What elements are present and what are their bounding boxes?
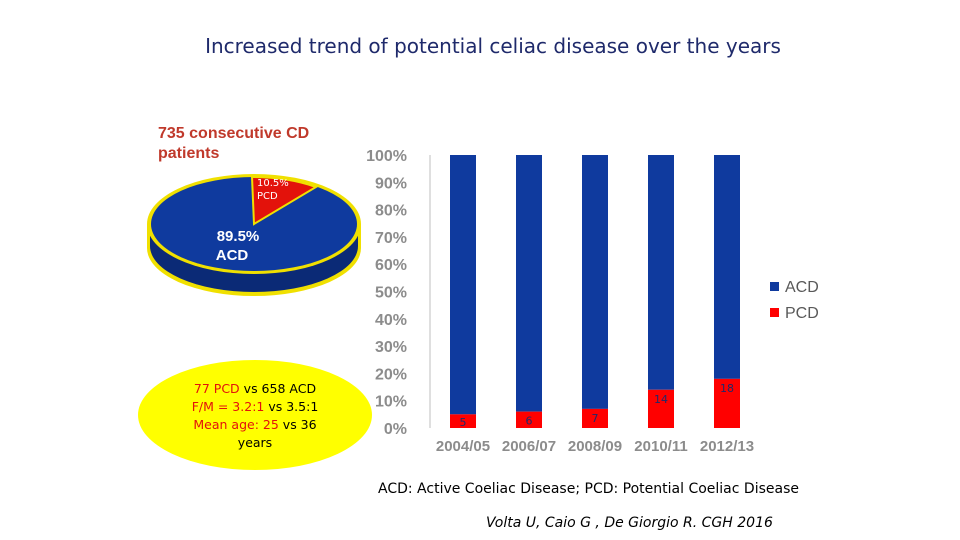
y-tick-label: 10%: [375, 394, 407, 411]
caption: ACD: Active Coeliac Disease; PCD: Potent…: [378, 481, 799, 497]
y-tick-label: 30%: [375, 339, 407, 356]
legend-label-acd: ACD: [785, 279, 819, 296]
pie-pcd-label-2: PCD: [257, 191, 278, 202]
stats-line-1: 77 PCD vs 658 ACD: [140, 380, 370, 398]
stats-pcd-count: 77 PCD: [193, 381, 240, 396]
x-tick-label: 2008/09: [568, 438, 622, 455]
stats-line-4: years: [237, 435, 273, 450]
slide-title: Increased trend of potential celiac dise…: [205, 34, 781, 58]
bar-pcd: [516, 411, 542, 428]
y-tick-label: 50%: [375, 285, 407, 302]
pie-chart: 10.5% PCD 89.5% ACD: [147, 174, 361, 296]
y-tick-label: 70%: [375, 230, 407, 247]
bar-data-label: 14: [654, 393, 668, 406]
bar-acd: [714, 155, 740, 379]
stats-line-3: Mean age: 25 vs 36: [140, 416, 370, 434]
y-tick-label: 100%: [366, 148, 407, 165]
y-tick-label: 20%: [375, 366, 407, 383]
bar-data-label: 5: [460, 416, 467, 429]
x-tick-label: 2010/11: [634, 438, 687, 455]
bar-acd: [648, 155, 674, 390]
bar-data-label: 7: [592, 412, 599, 425]
bar-acd: [450, 155, 476, 415]
stats-acd-ratio: vs 3.5:1: [268, 399, 319, 414]
pie-acd-label-2: ACD: [216, 247, 249, 264]
bar-pcd: [582, 408, 608, 428]
stats-line-2: F/M = 3.2:1 vs 3.5:1: [140, 398, 370, 416]
stats-box: 77 PCD vs 658 ACD F/M = 3.2:1 vs 3.5:1 M…: [140, 380, 370, 452]
x-tick-label: 2012/13: [700, 438, 754, 455]
y-tick-label: 40%: [375, 312, 407, 329]
bar-data-label: 18: [720, 382, 734, 395]
stats-acd-age: vs 36: [282, 417, 317, 432]
y-tick-label: 80%: [375, 203, 407, 220]
x-tick-label: 2004/05: [436, 438, 490, 455]
bar-chart: 0% 10% 20% 30% 40% 50% 60% 70% 80% 90% 100% 5 2004/0…: [366, 148, 819, 455]
y-tick-label: 90%: [375, 175, 407, 192]
legend-label-pcd: PCD: [785, 305, 819, 322]
bar-data-label: 6: [526, 415, 533, 428]
pie-acd-label-1: 89.5%: [217, 228, 260, 245]
stats-acd-count: vs 658 ACD: [243, 381, 317, 396]
y-tick-label: 60%: [375, 257, 407, 274]
pie-title: 735 consecutive CD patients: [158, 125, 310, 162]
pie-slice-pcd: [250, 175, 319, 226]
bar-pcd: [648, 389, 674, 428]
citation: Volta U, Caio G , De Giorgio R. CGH 2016: [486, 515, 773, 531]
stats-pcd-age: Mean age: 25: [193, 417, 279, 432]
bar-acd: [516, 155, 542, 412]
legend-swatch-pcd: [770, 308, 779, 317]
stats-ellipse: [138, 360, 372, 470]
x-tick-label: 2006/07: [502, 438, 556, 455]
bar-acd: [582, 155, 608, 409]
bar-pcd: [714, 378, 740, 428]
legend-swatch-acd: [770, 282, 779, 291]
stats-pcd-ratio: F/M = 3.2:1: [191, 399, 265, 414]
bar-pcd: [450, 414, 476, 428]
pie-pcd-label-1: 10.5%: [257, 178, 289, 189]
y-tick-label: 0%: [384, 421, 407, 438]
